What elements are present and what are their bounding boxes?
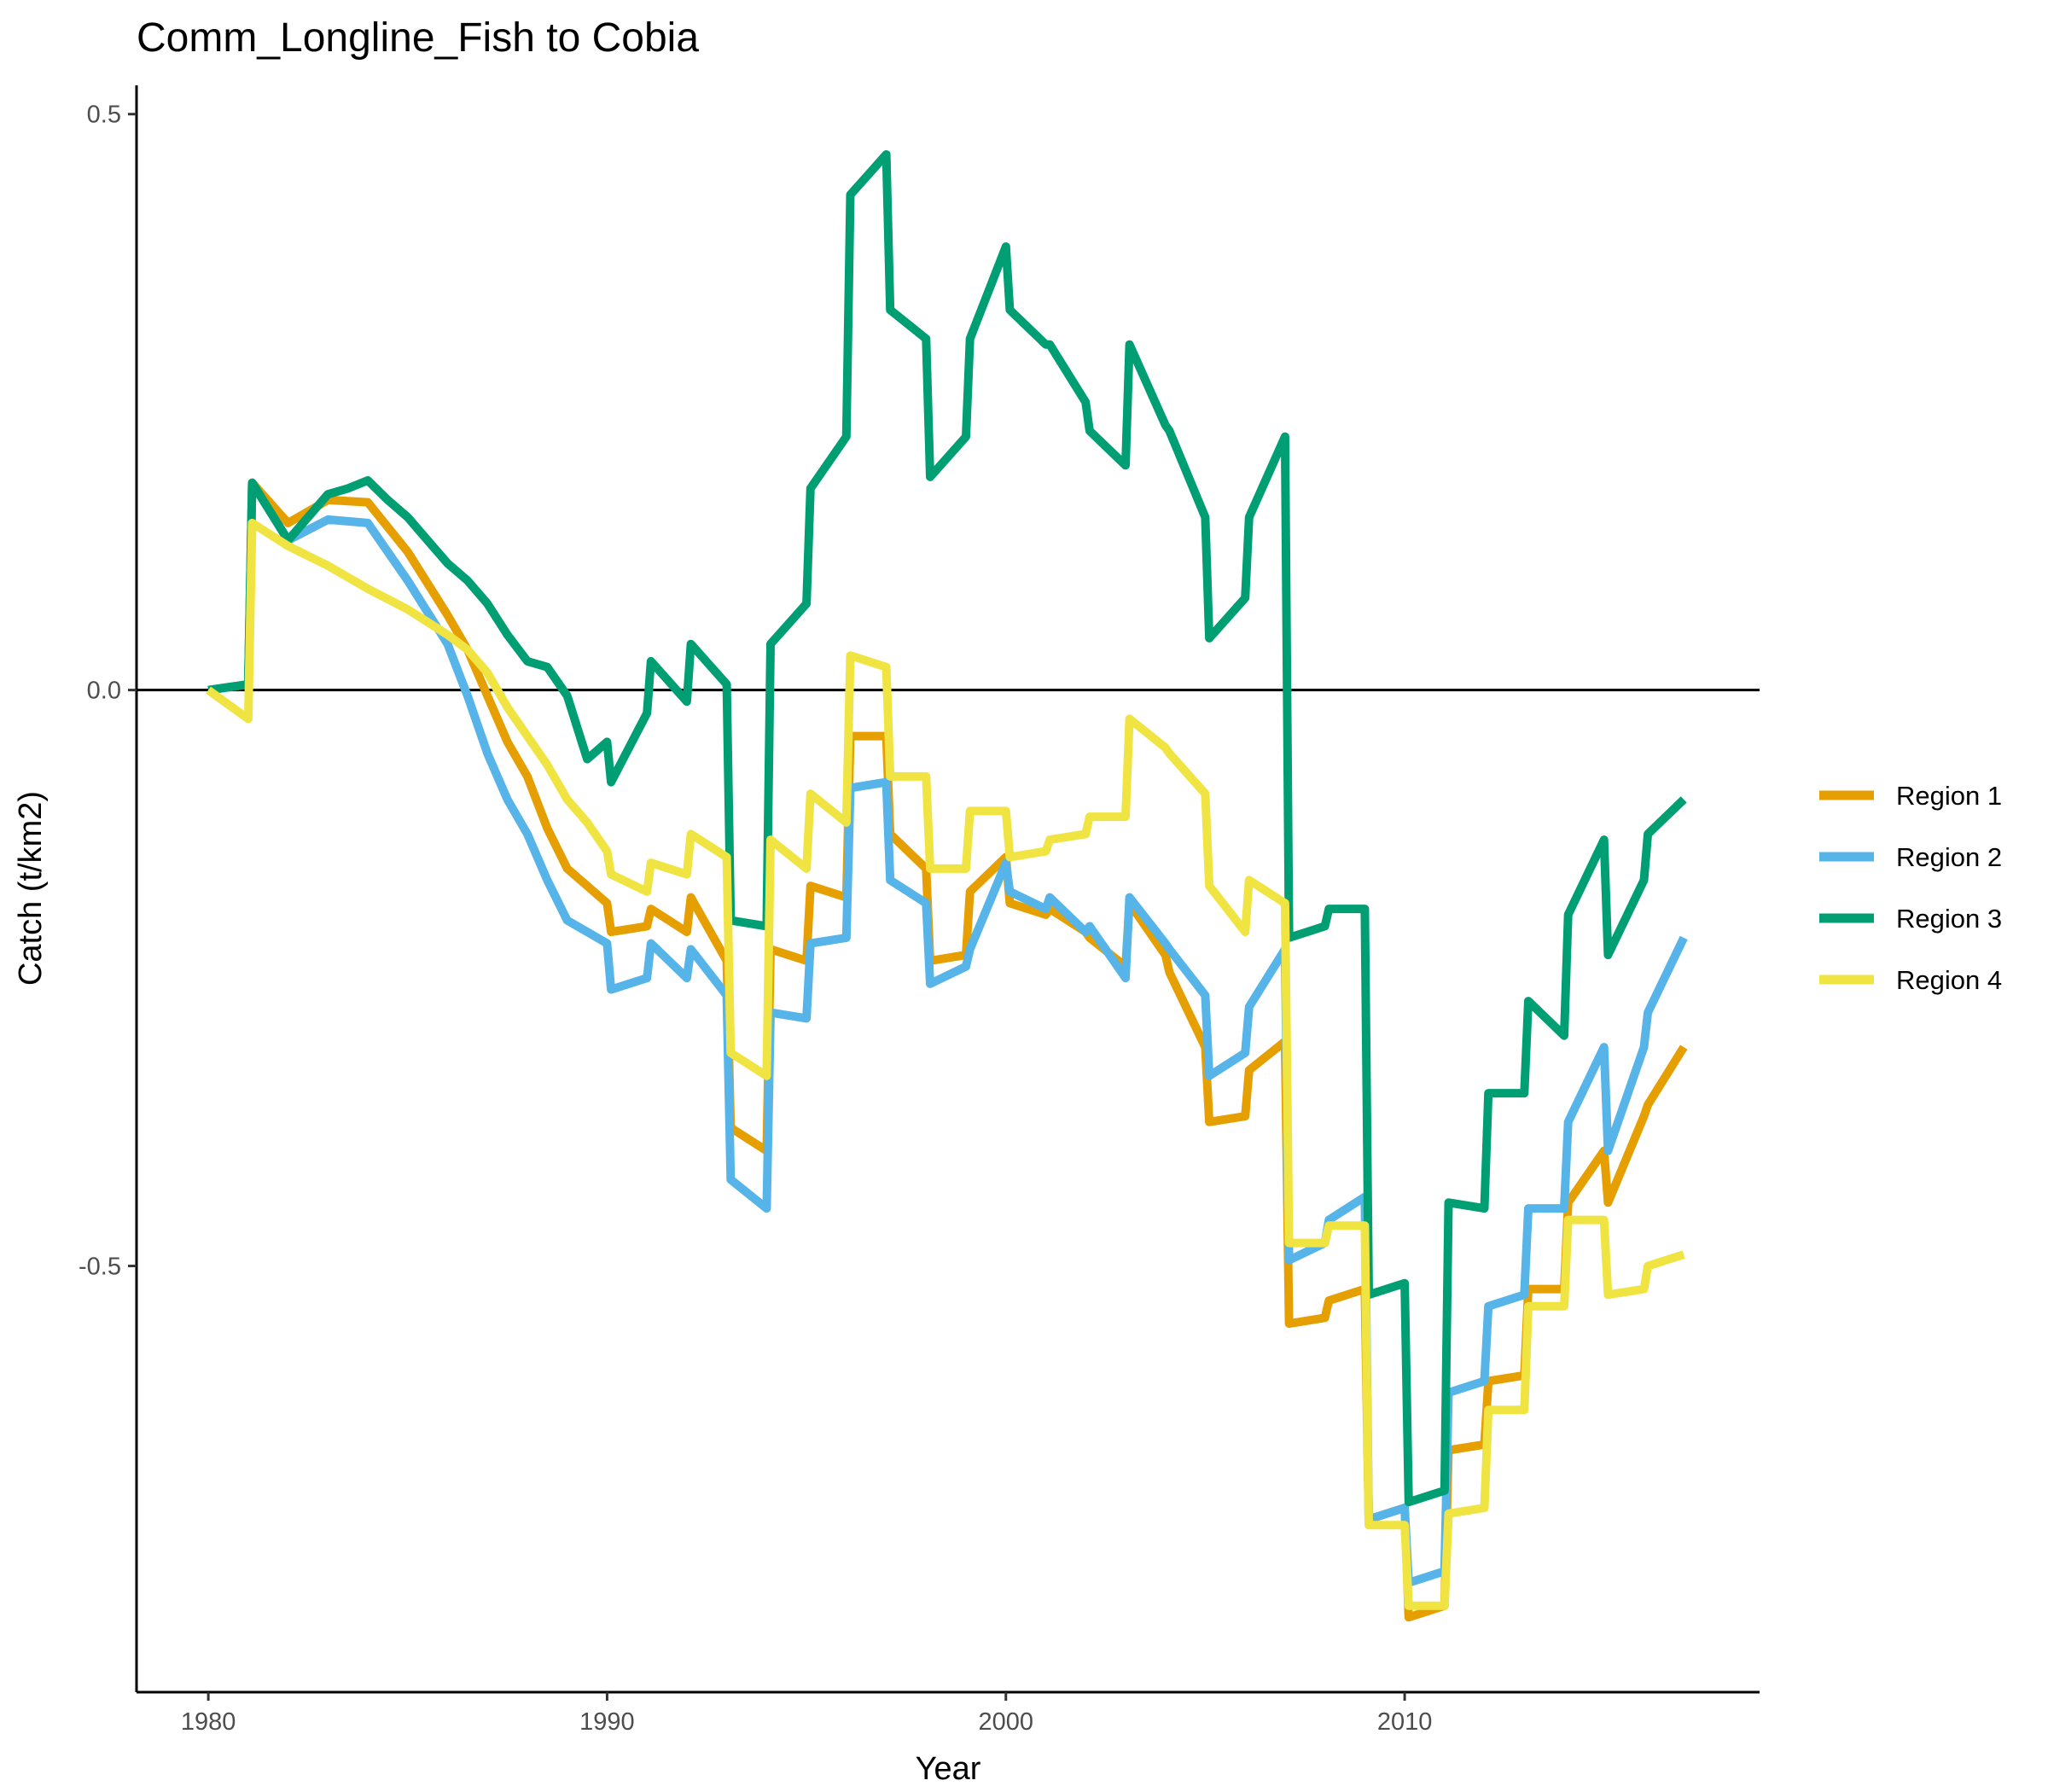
x-tick-label: 1980 xyxy=(181,1708,236,1736)
legend-label-region-2: Region 2 xyxy=(1896,842,2002,872)
x-tick-label: 2010 xyxy=(1377,1708,1433,1736)
x-axis-title: Year xyxy=(916,1751,981,1787)
chart-title: Comm_Longline_Fish to Cobia xyxy=(137,15,699,61)
plot-area xyxy=(135,85,1760,1694)
y-tick-label: 0.0 xyxy=(87,678,121,705)
y-tick-label: -0.5 xyxy=(79,1254,121,1281)
x-tick-label: 2000 xyxy=(979,1708,1034,1736)
y-axis-title: Catch (t/km2) xyxy=(13,791,49,986)
y-axis-ticks: 0.5 0.0 -0.5 xyxy=(79,102,137,1281)
legend-label-region-1: Region 1 xyxy=(1896,781,2002,811)
series-line-region-3 xyxy=(207,150,1687,1507)
legend: Region 1 Region 2 Region 3 Region 4 xyxy=(1819,781,2002,995)
x-axis-ticks: 1980 1990 2000 2010 xyxy=(181,1692,1432,1736)
y-tick-label: 0.5 xyxy=(87,102,121,129)
series-line-region-4 xyxy=(206,518,1685,1610)
legend-label-region-3: Region 3 xyxy=(1896,904,2002,934)
series-group xyxy=(206,150,1688,1622)
legend-label-region-4: Region 4 xyxy=(1896,965,2002,995)
x-tick-label: 1990 xyxy=(579,1708,635,1736)
